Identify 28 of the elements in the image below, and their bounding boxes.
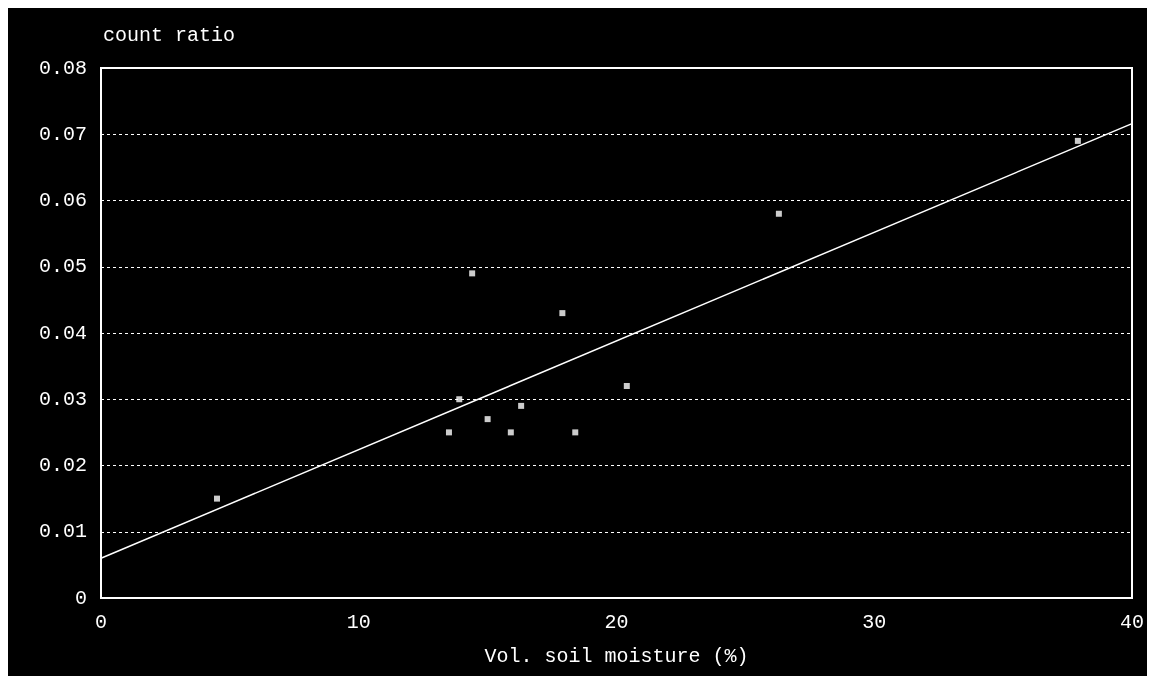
x-axis-title: Vol. soil moisture (%) <box>484 644 749 668</box>
y-tick-label: 0.05 <box>38 255 87 279</box>
point <box>469 270 476 277</box>
point <box>572 429 579 436</box>
point <box>775 210 782 217</box>
point <box>484 416 491 423</box>
y-tick-label: 0 <box>74 586 87 610</box>
x-tick-label: 10 <box>346 610 371 634</box>
point <box>213 495 220 502</box>
y-tick-label: 0.07 <box>38 122 87 146</box>
x-tick-label: 40 <box>1119 610 1145 634</box>
point <box>1074 137 1081 144</box>
y-axis-title: count ratio <box>103 23 236 47</box>
y-tick-label: 0.06 <box>38 189 87 212</box>
y-tick-label: 0.02 <box>38 454 87 477</box>
point <box>507 429 514 436</box>
point <box>623 383 630 389</box>
y-tick-label: 0.04 <box>38 321 87 345</box>
y-tick-label: 0.08 <box>38 56 87 80</box>
y-tick-label: 0.01 <box>38 520 87 544</box>
point <box>518 402 525 409</box>
x-tick-label: 20 <box>604 610 629 634</box>
point <box>559 310 566 317</box>
x-tick-label: 0 <box>94 610 108 634</box>
x-tick-label: 30 <box>862 610 887 634</box>
y-tick-label: 0.03 <box>38 387 87 411</box>
point <box>445 429 452 436</box>
point <box>456 396 463 403</box>
